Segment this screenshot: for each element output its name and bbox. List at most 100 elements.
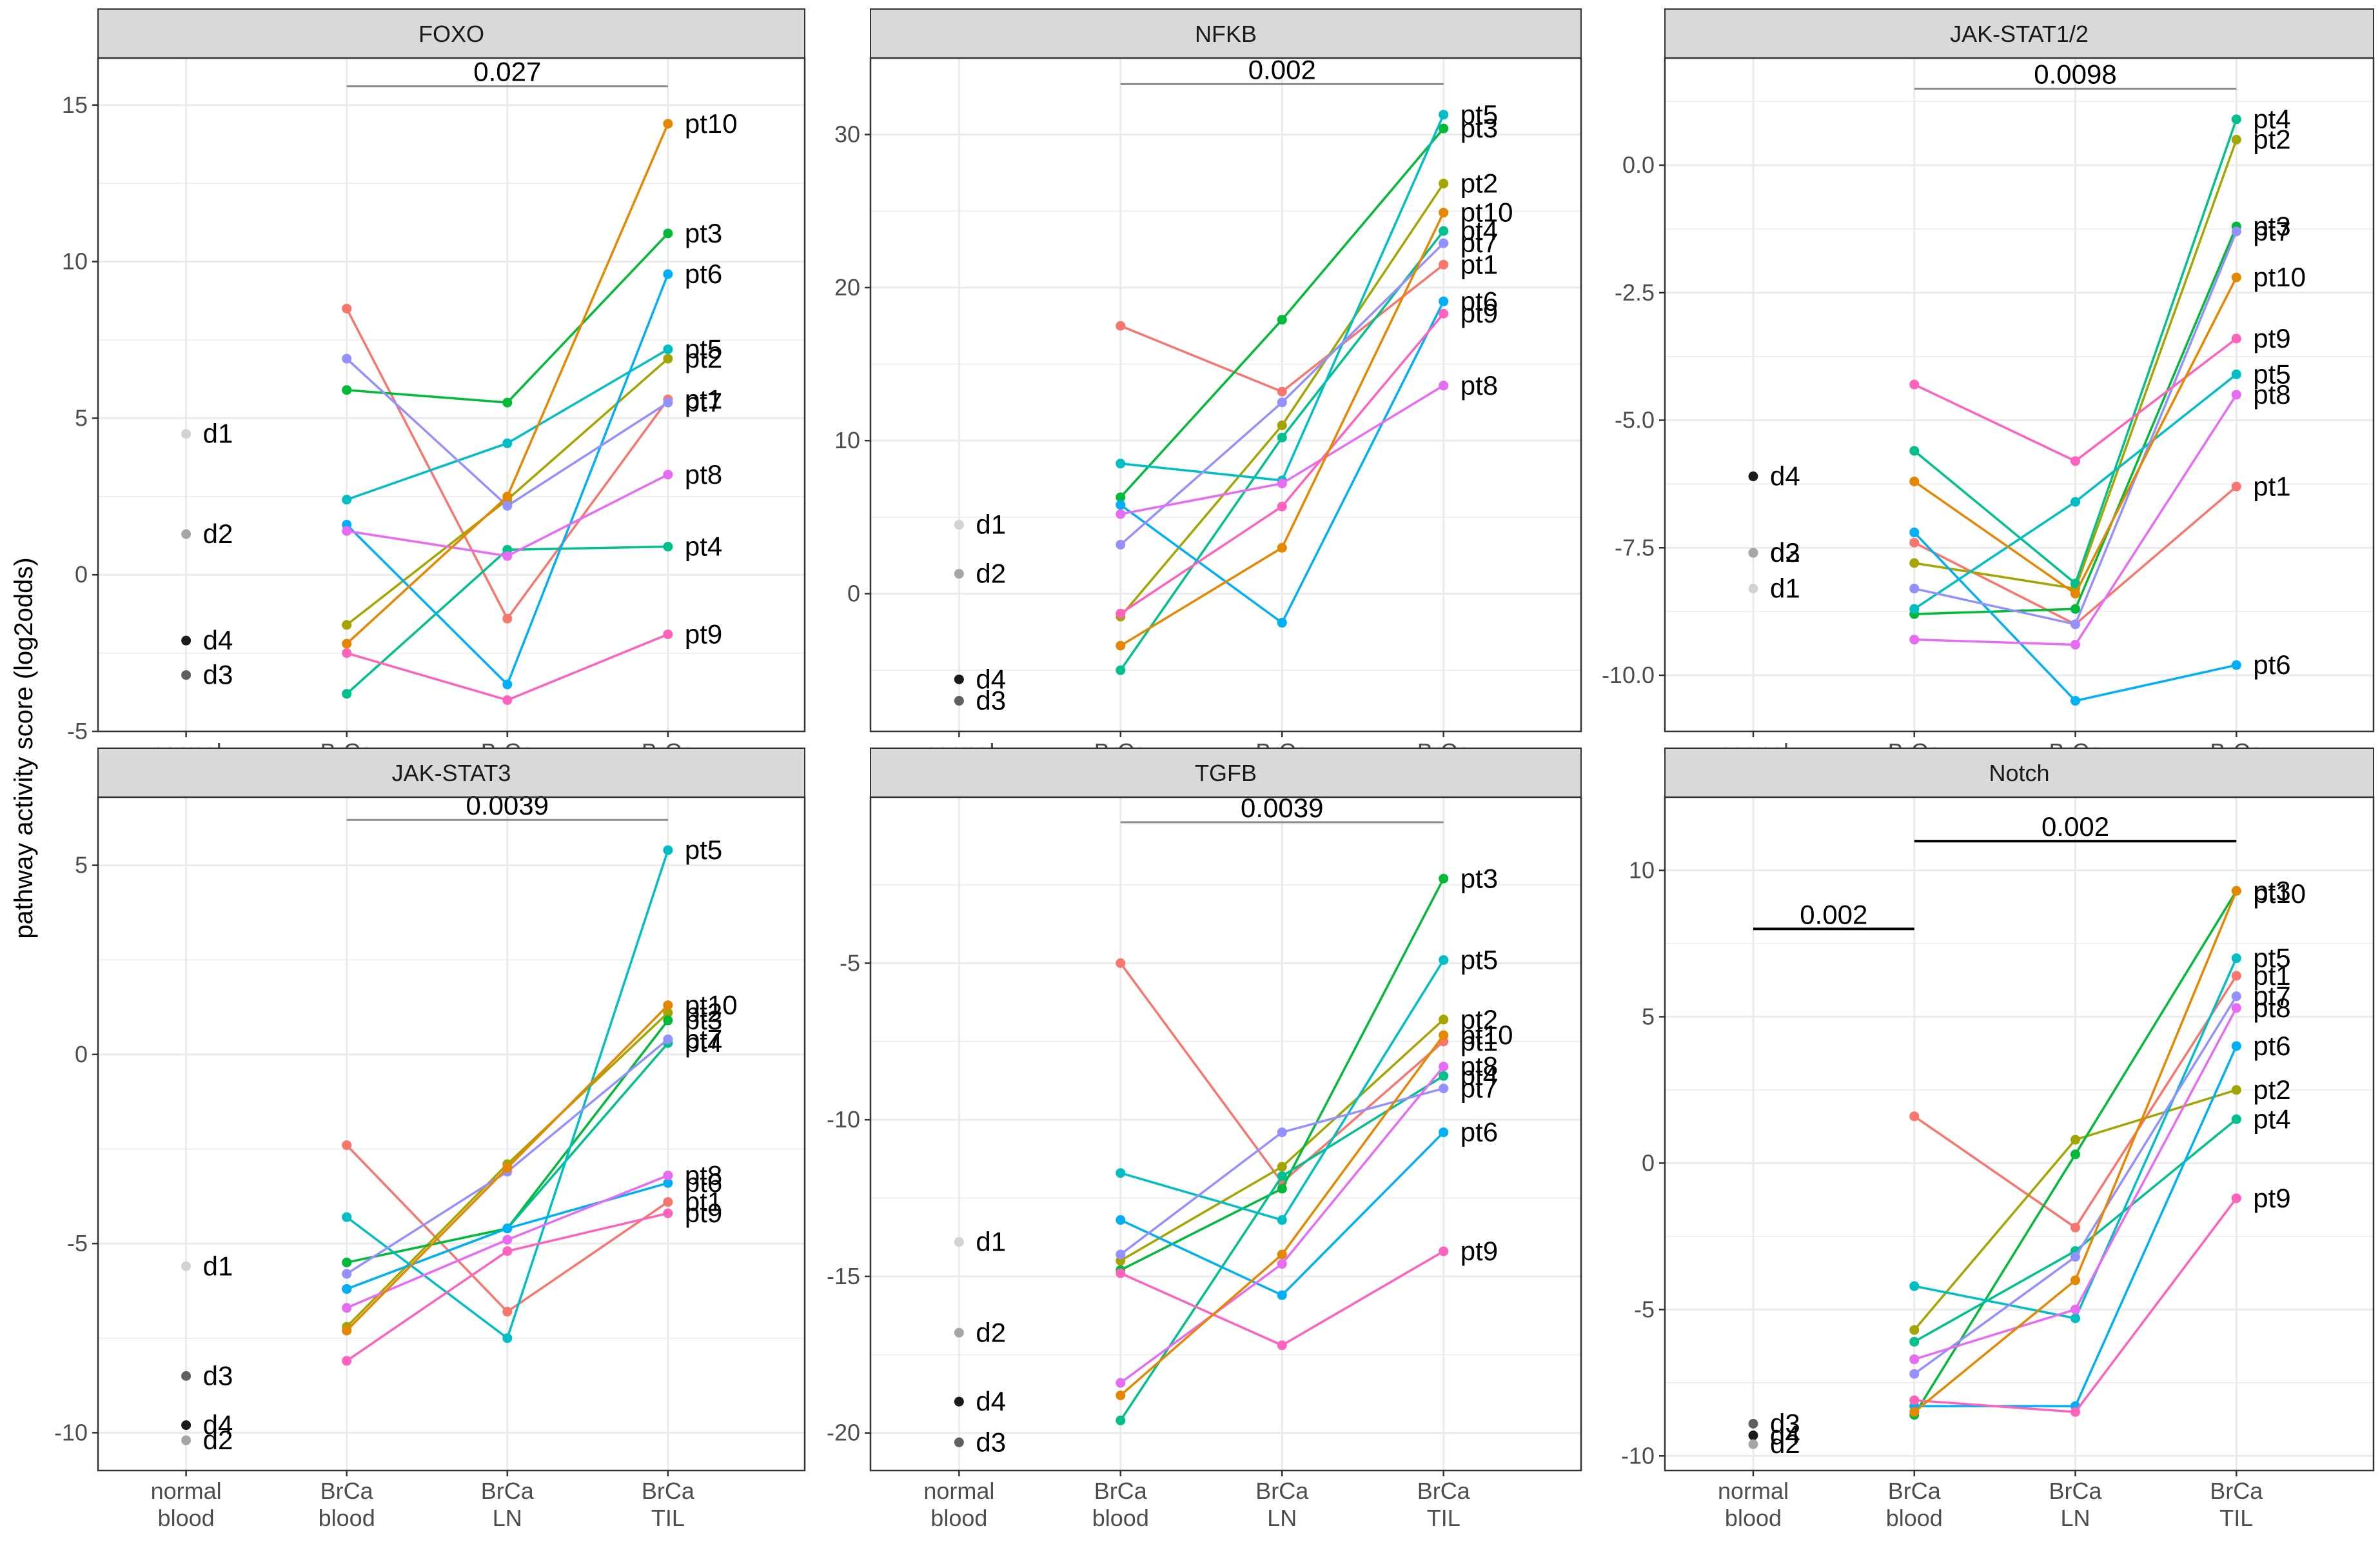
y-tick-label: -5	[67, 718, 88, 744]
series-label-pt8: pt8	[685, 459, 722, 490]
data-point-pt4	[1116, 1415, 1126, 1425]
series-label-pt5: pt5	[1460, 945, 1498, 975]
data-point-pt1	[2070, 1222, 2081, 1233]
control-label-d2: d2	[203, 1425, 233, 1455]
data-point-pt10	[1909, 1407, 1920, 1417]
y-tick-label: 10	[62, 248, 88, 275]
series-label-pt9: pt9	[1460, 298, 1498, 328]
panel-title: Notch	[1989, 760, 2049, 786]
data-point-pt9	[1439, 1246, 1449, 1256]
series-label-pt9: pt9	[685, 619, 722, 649]
data-point-pt2	[2231, 135, 2241, 145]
series-label-pt4: pt4	[2253, 104, 2290, 134]
y-tick-label: 15	[62, 92, 88, 118]
data-point-pt9	[663, 629, 673, 639]
data-point-pt10	[502, 1163, 513, 1173]
data-point-pt2	[342, 620, 352, 630]
data-point-pt7	[342, 353, 352, 364]
data-point-pt4	[2231, 1114, 2241, 1124]
control-label-d4: d4	[203, 625, 233, 655]
data-point-pt9	[663, 1208, 673, 1218]
plot-area	[98, 58, 805, 731]
control-point-d2	[1748, 548, 1758, 558]
data-point-pt10	[1277, 542, 1287, 553]
control-point-d4	[954, 1396, 964, 1407]
panel-title: TGFB	[1195, 760, 1257, 786]
control-label-d4: d4	[1770, 1420, 1800, 1451]
data-point-pt1	[1116, 958, 1126, 968]
y-tick-label: 5	[1642, 1003, 1655, 1029]
data-point-pt5	[1116, 1168, 1126, 1178]
data-point-pt9	[502, 695, 513, 705]
data-point-pt9	[1439, 308, 1449, 319]
data-point-pt3	[1277, 315, 1287, 325]
data-point-pt7	[1909, 1369, 1920, 1379]
data-point-pt2	[2231, 1085, 2241, 1095]
control-point-d1	[181, 429, 192, 439]
data-point-pt10	[502, 491, 513, 502]
data-point-pt7	[502, 500, 513, 511]
data-point-pt9	[342, 648, 352, 659]
data-point-pt7	[1277, 397, 1287, 408]
data-point-pt8	[1909, 1354, 1920, 1365]
data-point-pt9	[342, 1356, 352, 1366]
panel-border	[869, 796, 1582, 1472]
data-point-pt2	[1439, 1015, 1449, 1025]
data-point-pt10	[663, 119, 673, 129]
series-label-pt6: pt6	[2253, 1031, 2290, 1061]
series-label-pt1: pt1	[685, 384, 722, 414]
x-tick-label-line1: BrCa	[481, 1478, 535, 1504]
control-point-d1	[954, 1237, 964, 1247]
data-point-pt7	[2070, 1252, 2081, 1262]
panel-strip	[870, 8, 1582, 59]
series-label-pt7: pt7	[2253, 216, 2290, 246]
x-tick-label-line1: normal	[151, 1478, 222, 1504]
control-point-d3	[181, 1371, 192, 1381]
data-point-pt1	[1277, 386, 1287, 397]
series-label-pt4: pt4	[1460, 215, 1498, 246]
data-point-pt10	[1439, 208, 1449, 218]
data-point-pt5	[2231, 369, 2241, 379]
control-label-d1: d1	[976, 1227, 1006, 1257]
series-label-pt1: pt1	[2253, 960, 2290, 991]
data-point-pt8	[2231, 390, 2241, 400]
series-label-pt10: pt10	[685, 990, 738, 1020]
series-label-pt2: pt2	[1460, 1004, 1498, 1035]
data-point-pt6	[1116, 500, 1126, 510]
data-point-pt4	[663, 542, 673, 552]
series-label-pt1: pt1	[2253, 471, 2290, 501]
data-point-pt6	[1277, 1290, 1287, 1300]
series-label-pt8: pt8	[685, 1160, 722, 1191]
y-tick-label: -7.5	[1615, 534, 1655, 560]
data-point-pt7	[663, 397, 673, 408]
data-point-pt1	[502, 613, 513, 624]
data-point-pt8	[502, 551, 513, 561]
data-point-pt2	[663, 353, 673, 364]
data-point-pt2	[2070, 1135, 2081, 1145]
control-point-d4	[181, 635, 192, 646]
data-point-pt2	[1909, 1325, 1920, 1335]
x-tick-label-line1: BrCa	[2210, 1478, 2263, 1504]
series-label-pt10: pt10	[1460, 197, 1513, 228]
data-point-pt8	[663, 1171, 673, 1181]
series-label-pt9: pt9	[2253, 1183, 2290, 1213]
significance-p-value: 0.002	[1800, 899, 1867, 929]
y-tick-label: -5	[1634, 1296, 1655, 1322]
panel-title: JAK-STAT3	[392, 760, 511, 786]
data-point-pt1	[342, 303, 352, 313]
series-label-pt7: pt7	[685, 1024, 722, 1054]
data-point-pt9	[2070, 456, 2081, 466]
series-label-pt5: pt5	[2253, 943, 2290, 973]
data-point-pt8	[1277, 1259, 1287, 1269]
panels: FOXO0.027pt10pt3pt6pt5pt2pt1pt7pt8pt4pt9…	[54, 8, 2375, 1531]
y-tick-label: 30	[834, 121, 860, 148]
series-label-pt10: pt10	[2253, 878, 2306, 909]
control-label-d2: d2	[1770, 1429, 1800, 1459]
data-point-pt7	[1439, 238, 1449, 248]
data-point-pt5	[502, 1333, 513, 1343]
x-tick-label-line1: BrCa	[1094, 1478, 1148, 1504]
data-point-pt5	[1277, 1215, 1287, 1225]
x-tick-label-line2: LN	[1267, 1505, 1297, 1531]
control-label-d2: d2	[203, 519, 233, 549]
